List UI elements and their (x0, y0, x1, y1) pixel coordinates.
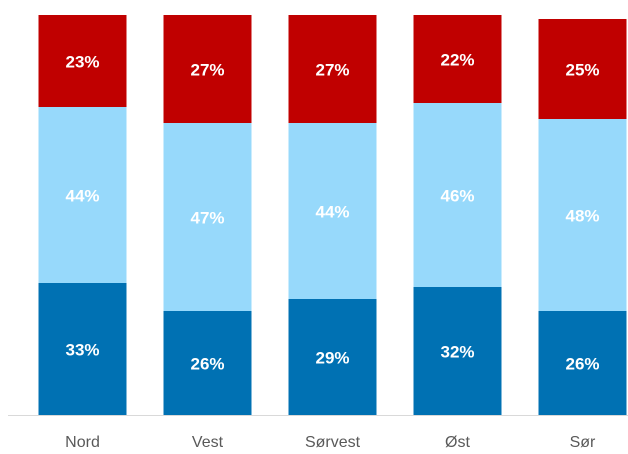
data-label: 44% (315, 202, 349, 221)
data-label: 25% (565, 60, 599, 79)
data-label: 47% (190, 208, 224, 227)
data-label: 27% (190, 60, 224, 79)
data-label: 33% (65, 340, 99, 359)
bar-segment (538, 311, 627, 415)
x-tick-label: Sørvest (305, 434, 361, 451)
bar-segment (288, 15, 377, 123)
data-label: 27% (315, 60, 349, 79)
data-label: 26% (565, 354, 599, 373)
data-label: 46% (440, 186, 474, 205)
data-label: 26% (190, 354, 224, 373)
data-label: 32% (440, 342, 474, 361)
bar-segment (38, 283, 127, 415)
data-label: 23% (65, 52, 99, 71)
bar-segment (538, 119, 627, 311)
x-tick-label: Nord (65, 434, 100, 451)
bar-segment (163, 123, 252, 311)
data-label: 22% (440, 50, 474, 69)
x-tick-label: Øst (445, 434, 470, 451)
bar-segment (288, 299, 377, 415)
bar-segment (413, 15, 502, 103)
bar-segment (38, 15, 127, 107)
data-label: 48% (565, 206, 599, 225)
data-label: 44% (65, 186, 99, 205)
bar-segment (413, 103, 502, 287)
bar-segment (163, 311, 252, 415)
x-tick-label: Sør (570, 434, 596, 451)
bar-segment (538, 19, 627, 119)
x-tick-label: Vest (192, 434, 224, 451)
bar-segment (288, 123, 377, 299)
bar-segment (413, 287, 502, 415)
bar-segment (163, 15, 252, 123)
data-label: 29% (315, 348, 349, 367)
bar-segment (38, 107, 127, 283)
